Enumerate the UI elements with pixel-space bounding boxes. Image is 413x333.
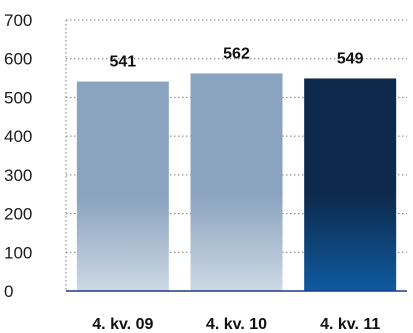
y-tick-label-100: 100: [4, 243, 32, 262]
y-tick-label-0: 0: [4, 282, 13, 301]
x-tick-label-2: 4. kv. 10: [206, 316, 267, 333]
bar-3: [304, 78, 397, 291]
y-tick-label-600: 600: [4, 50, 32, 69]
data-label-1: 541: [109, 54, 136, 71]
bar-1: [76, 81, 169, 291]
bar-2: [190, 73, 283, 291]
y-tick-label-400: 400: [4, 127, 32, 146]
y-tick-label-300: 300: [4, 166, 32, 185]
y-tick-label-200: 200: [4, 205, 32, 224]
data-labels: 541 562 549: [109, 45, 363, 70]
x-axis-labels: 4. kv. 09 4. kv. 10 4. kv. 11: [92, 316, 380, 333]
data-label-2: 562: [223, 45, 250, 62]
y-axis-ticks: 0 100 200 300 400 500 600 700: [4, 11, 32, 301]
y-tick-label-700: 700: [4, 11, 32, 30]
data-label-3: 549: [337, 50, 364, 67]
bars: [76, 73, 397, 291]
y-tick-label-500: 500: [4, 88, 32, 107]
x-tick-label-1: 4. kv. 09: [92, 316, 153, 333]
x-tick-label-3: 4. kv. 11: [320, 316, 380, 333]
